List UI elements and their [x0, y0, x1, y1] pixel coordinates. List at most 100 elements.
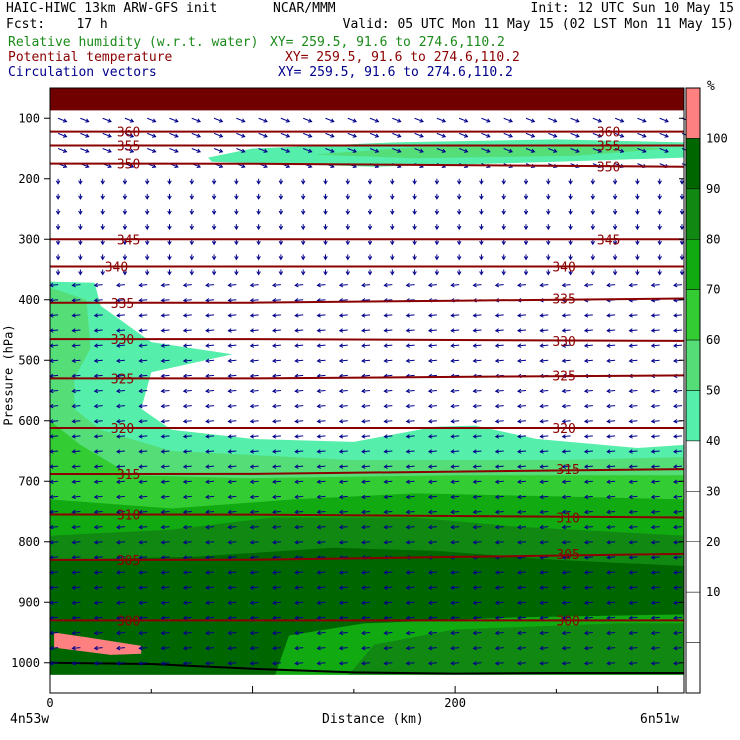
wind-vector: [272, 511, 281, 513]
wind-vector-head: [138, 373, 143, 379]
wind-vector: [139, 420, 148, 423]
wind-vector: [428, 480, 437, 483]
wind-vector: [673, 632, 683, 634]
wind-vector-head: [300, 180, 306, 185]
wind-vector-head: [650, 464, 656, 469]
wind-vector-head: [116, 464, 121, 469]
wind-vector: [250, 495, 259, 498]
wind-vector: [228, 495, 237, 498]
wind-vector: [517, 511, 527, 513]
wind-vector-head: [450, 343, 455, 348]
wind-vector-head: [249, 661, 255, 666]
wind-vector: [362, 435, 371, 438]
wind-vector-head: [338, 570, 344, 575]
wind-vector-head: [628, 661, 633, 666]
colorbar-bin: [685, 289, 701, 341]
wind-vector-head: [138, 343, 143, 348]
wind-vector-head: [434, 271, 440, 276]
wind-vector: [228, 480, 237, 483]
wind-vector: [384, 601, 393, 604]
wind-vector-head: [539, 388, 544, 394]
y-tick-label: 200: [18, 172, 40, 186]
wind-vector-head: [122, 225, 128, 231]
wind-vector: [183, 465, 192, 468]
colorbar-tick-label: 100: [706, 131, 728, 145]
wind-vector-head: [405, 419, 411, 424]
wind-vector-head: [167, 271, 172, 276]
theta-contour-label: 315: [117, 468, 140, 483]
wind-vector: [116, 390, 125, 392]
wind-vector: [272, 420, 281, 423]
wind-vector-head: [100, 210, 105, 215]
wind-vector: [428, 526, 437, 528]
wind-vector-head: [619, 148, 625, 153]
wind-vector-head: [100, 195, 105, 200]
wind-vector-head: [71, 282, 76, 288]
wind-vector: [651, 405, 660, 407]
wind-vector-head: [494, 630, 500, 636]
wind-vector-head: [294, 358, 299, 363]
wind-vector-head: [338, 615, 344, 621]
wind-vector: [272, 374, 281, 377]
wind-vector: [406, 344, 415, 347]
wind-vector-head: [673, 388, 678, 394]
wind-vector: [116, 511, 125, 513]
wind-vector-head: [205, 494, 210, 500]
wind-vector-head: [100, 180, 105, 185]
wind-vector: [250, 571, 259, 574]
wind-vector-head: [374, 133, 380, 138]
wind-vector: [384, 480, 393, 483]
wind-vector: [629, 390, 638, 392]
wind-vector-head: [263, 133, 268, 138]
wind-vector: [362, 601, 371, 604]
wind-vector-head: [93, 630, 99, 636]
wind-vector-head: [345, 180, 351, 185]
wind-vector-head: [205, 479, 210, 484]
wind-vector-head: [227, 600, 232, 605]
wind-vector-head: [182, 509, 188, 515]
theta-contour-label: 300: [556, 614, 579, 629]
wind-vector-head: [116, 509, 121, 515]
wind-vector: [339, 601, 348, 604]
wind-vector-head: [427, 328, 433, 333]
wind-vector: [116, 662, 125, 665]
wind-vector: [362, 314, 371, 317]
wind-vector-head: [167, 241, 172, 246]
wind-vector-head: [160, 434, 165, 439]
wind-vector: [183, 480, 192, 483]
wind-vector: [116, 420, 125, 423]
wind-vector: [451, 450, 460, 453]
wind-vector-head: [278, 225, 284, 231]
wind-vector-head: [345, 271, 351, 276]
wind-vector: [451, 344, 460, 347]
wind-vector-head: [93, 645, 99, 651]
wind-vector: [473, 405, 482, 407]
wind-vector-head: [508, 118, 514, 123]
wind-vector-head: [330, 133, 335, 138]
wind-vector-head: [517, 313, 522, 318]
wind-vector-head: [338, 464, 344, 469]
wind-vector: [651, 314, 660, 317]
wind-vector-head: [160, 555, 165, 560]
wind-vector-head: [345, 210, 351, 215]
wind-vector: [384, 374, 393, 377]
wind-vector: [183, 511, 192, 513]
wind-vector: [272, 632, 281, 634]
wind-vector-head: [174, 118, 179, 123]
wind-vector-head: [272, 464, 277, 469]
wind-vector-head: [606, 585, 611, 590]
wind-vector-head: [650, 585, 656, 590]
wind-vector: [139, 374, 148, 377]
wind-vector: [651, 359, 660, 362]
wind-vector-head: [107, 148, 112, 153]
wind-vector-head: [650, 645, 656, 651]
wind-vector: [629, 511, 638, 513]
wind-vector-head: [539, 509, 544, 515]
wind-vector: [228, 344, 237, 347]
wind-vector-head: [673, 419, 678, 424]
wind-vector: [50, 571, 59, 574]
wind-vector-head: [650, 282, 656, 288]
wind-vector: [406, 662, 415, 665]
wind-vector-head: [272, 434, 277, 439]
wind-vector-head: [345, 241, 351, 246]
